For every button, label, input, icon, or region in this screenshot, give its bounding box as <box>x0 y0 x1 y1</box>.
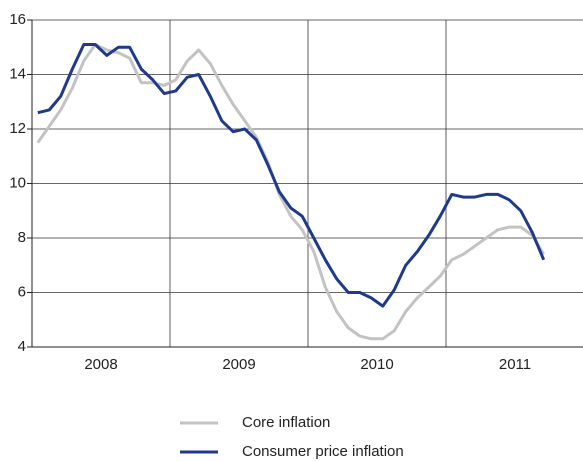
x-tick-label: 2009 <box>222 356 255 373</box>
y-tick-label: 16 <box>9 11 26 28</box>
legend-label: Core inflation <box>242 414 330 431</box>
y-tick-label: 12 <box>9 120 26 137</box>
y-tick-label: 4 <box>18 338 26 355</box>
x-tick-label: 2010 <box>360 356 393 373</box>
y-tick-label: 14 <box>9 65 26 82</box>
legend-label: Consumer price inflation <box>242 443 404 460</box>
x-tick-label: 2008 <box>84 356 117 373</box>
y-tick-label: 8 <box>18 229 26 246</box>
series-line <box>36 43 545 341</box>
x-tick-label: 2011 <box>499 356 531 373</box>
y-tick-label: 10 <box>9 174 26 191</box>
y-tick-label: 6 <box>18 283 26 300</box>
series-line <box>37 43 546 308</box>
